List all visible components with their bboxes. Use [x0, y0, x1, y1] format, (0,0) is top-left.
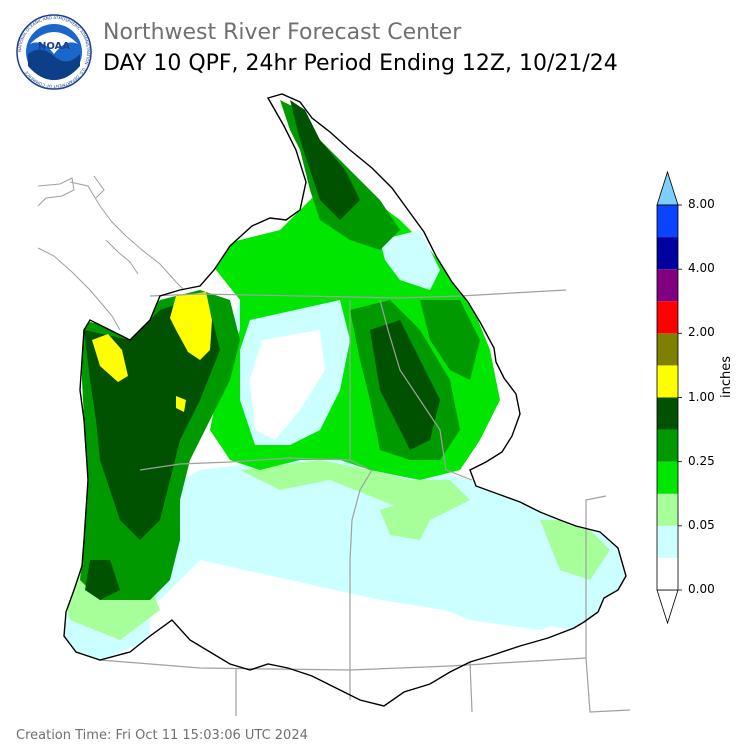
legend-bin [657, 205, 678, 238]
creation-time: Creation Time: Fri Oct 11 15:03:06 UTC 2… [16, 728, 308, 743]
legend-bin [657, 365, 678, 398]
legend-tick-label: 4.00 [688, 261, 715, 276]
state-boundaries [99, 289, 631, 716]
legend-overflow [656, 170, 679, 206]
product-title: DAY 10 QPF, 24hr Period Ending 12Z, 10/2… [103, 51, 618, 76]
legend-bins [656, 170, 679, 625]
legend-tick-label: 0.00 [688, 582, 715, 596]
legend-tick-label: 2.00 [688, 325, 715, 340]
legend-tick-label: 0.25 [688, 453, 715, 468]
legend-bin [657, 429, 678, 462]
legend-bin [657, 269, 678, 302]
legend-tick-label: 8.00 [688, 197, 715, 211]
legend-bin [657, 493, 678, 526]
legend-tick-label: 0.05 [688, 517, 715, 532]
legend-bin [657, 301, 678, 334]
legend-bin [657, 461, 678, 494]
precip-legend [656, 170, 682, 625]
legend-bin [657, 525, 678, 558]
logo-text: NOAA [38, 41, 70, 52]
legend-underflow [656, 589, 679, 625]
legend-ticks [678, 204, 682, 591]
noaa-logo: NOAA NATIONAL OCEANIC AND ATMOSPHERIC AD… [16, 14, 92, 90]
legend-bin [657, 237, 678, 270]
legend-tick-label: 1.00 [688, 389, 715, 404]
center-title: Northwest River Forecast Center [103, 20, 462, 45]
legend-bin [657, 333, 678, 366]
legend-bin [657, 557, 678, 590]
legend-units: inches [719, 355, 734, 398]
legend-bin [657, 397, 678, 430]
